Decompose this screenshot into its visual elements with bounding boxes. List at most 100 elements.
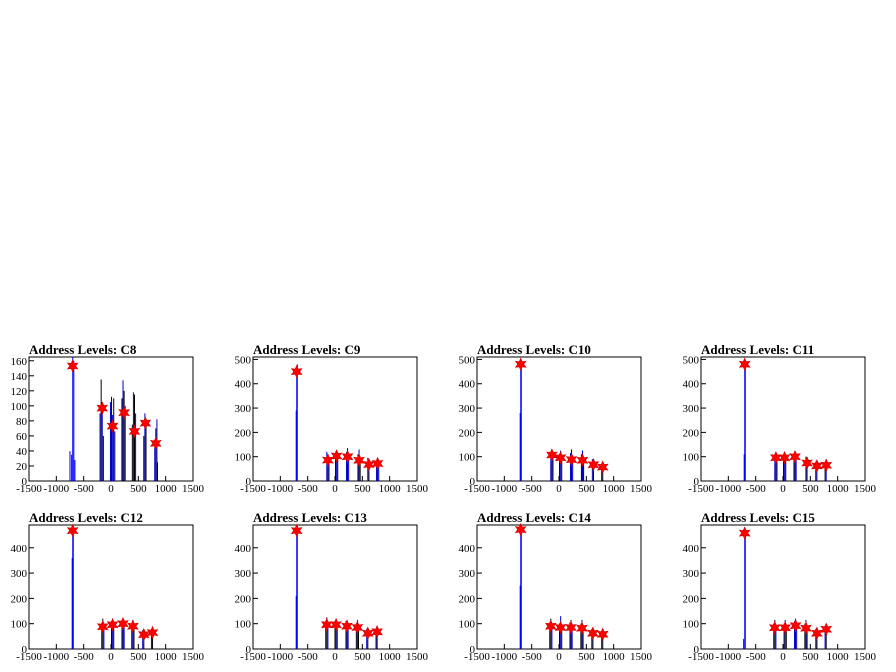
chart-panel: Address Levels: C8 0 20 40 60 80 100 120 140 160 -…: [11, 342, 205, 495]
plot-frame: [28, 524, 194, 650]
y-tick-label: 200: [235, 593, 252, 605]
peak-marker-star: [800, 621, 812, 635]
x-tick-label: 1000: [827, 651, 850, 663]
x-tick-label: 0: [332, 483, 338, 495]
y-tick-label: 300: [235, 568, 252, 580]
plot-frame: [252, 356, 418, 482]
y-tick-label: 40: [16, 446, 28, 458]
x-tick-label: 500: [578, 651, 595, 663]
y-tick-label: 0: [470, 644, 476, 656]
y-tick-label: 500: [235, 354, 252, 366]
y-tick-label: 120: [11, 386, 28, 398]
y-tick-label: 20: [16, 461, 28, 473]
x-tick-label: 500: [802, 651, 819, 663]
x-tick-label: 1000: [155, 483, 178, 495]
peak-marker-star: [290, 364, 303, 379]
y-tick-label: 300: [459, 568, 476, 580]
y-tick-label: 300: [235, 403, 252, 415]
chart-panel: Address Levels: C13 0 100 200 300 400 -1500 -10…: [235, 510, 429, 663]
y-tick-label: 0: [694, 476, 700, 488]
peak-marker-star: [514, 357, 527, 372]
x-tick-label: -500: [298, 651, 319, 663]
peak-marker-star: [576, 453, 589, 468]
peak-marker-star: [514, 522, 527, 537]
plot-frame: [700, 356, 866, 482]
chart-title: Address Levels: C8: [29, 342, 137, 357]
peak-marker-star: [779, 620, 792, 635]
y-tick-label: 0: [470, 476, 476, 488]
peak-marker-star: [587, 457, 600, 472]
chart-title: Address Levels: C13: [253, 510, 367, 525]
x-tick-label: -500: [298, 483, 319, 495]
x-tick-label: -1000: [43, 483, 69, 495]
x-tick-label: 1500: [406, 483, 429, 495]
peak-marker-star: [149, 436, 162, 451]
x-tick-label: 1000: [379, 483, 402, 495]
x-tick-label: 0: [556, 483, 562, 495]
chart-panel: Address Levels: C12 0 100 200 300 400 -1500 -10…: [11, 510, 205, 663]
x-tick-label: -500: [74, 483, 95, 495]
x-tick-label: 1500: [630, 483, 653, 495]
peak-marker-star: [371, 625, 383, 639]
peak-marker-star: [789, 618, 802, 633]
y-tick-label: 0: [246, 644, 252, 656]
chart-panel: Address Levels: C10 0 100 200 300 400 500 -1500…: [459, 342, 653, 495]
chart-panel: Address Levels: C11 0 100 200 300 400 500 -1500…: [683, 342, 877, 495]
x-tick-label: -500: [74, 651, 95, 663]
y-tick-label: 500: [459, 354, 476, 366]
x-tick-label: 0: [332, 651, 338, 663]
x-tick-label: 0: [780, 651, 786, 663]
y-tick-label: 140: [11, 371, 28, 383]
peak-marker-star: [330, 449, 343, 463]
peak-marker-star: [596, 460, 609, 474]
y-tick-label: 200: [459, 593, 476, 605]
peak-marker-star: [320, 617, 333, 632]
peak-marker-star: [587, 626, 599, 641]
x-tick-label: 500: [578, 483, 595, 495]
peak-marker-star: [544, 619, 557, 633]
x-tick-label: -500: [522, 651, 543, 663]
x-tick-label: -1000: [43, 651, 69, 663]
x-tick-label: 1000: [155, 651, 178, 663]
peak-marker-star: [596, 627, 609, 642]
x-tick-label: 1000: [603, 483, 626, 495]
peak-marker-star: [811, 459, 823, 473]
peak-marker-star: [801, 456, 813, 470]
x-tick-label: -1000: [715, 483, 741, 495]
peak-marker-star: [554, 450, 567, 465]
peak-marker-star: [137, 627, 150, 642]
x-tick-label: -1500: [240, 483, 266, 495]
x-tick-label: -500: [746, 651, 767, 663]
peak-marker-star: [146, 625, 159, 640]
peak-marker-star: [127, 619, 139, 633]
y-tick-label: 100: [11, 401, 28, 413]
y-tick-label: 100: [459, 619, 476, 631]
y-tick-label: 200: [235, 427, 252, 439]
x-tick-label: 1500: [182, 483, 205, 495]
y-tick-label: 200: [459, 427, 476, 439]
x-tick-label: -1000: [491, 483, 517, 495]
y-tick-label: 100: [683, 619, 700, 631]
y-tick-label: 100: [11, 619, 28, 631]
peak-marker-star: [738, 526, 751, 540]
y-tick-label: 300: [11, 568, 28, 580]
y-tick-label: 60: [16, 431, 28, 443]
x-tick-label: 1000: [379, 651, 402, 663]
peak-marker-star: [66, 523, 79, 538]
plot-frame: [476, 356, 642, 482]
x-tick-label: -500: [746, 483, 767, 495]
chart-title: Address Levels: C11: [701, 342, 814, 357]
y-tick-label: 400: [459, 379, 476, 391]
x-tick-label: -1500: [16, 651, 42, 663]
peak-marker-star: [106, 419, 119, 433]
peak-marker-star: [565, 620, 577, 635]
peak-marker-star: [351, 620, 364, 635]
x-tick-label: -1000: [491, 651, 517, 663]
y-tick-label: 500: [683, 354, 700, 366]
y-tick-label: 0: [694, 644, 700, 656]
x-tick-label: 1500: [854, 483, 877, 495]
y-tick-label: 200: [11, 593, 28, 605]
x-tick-label: 1500: [406, 651, 429, 663]
x-tick-label: 500: [354, 651, 371, 663]
y-tick-label: 0: [246, 476, 252, 488]
